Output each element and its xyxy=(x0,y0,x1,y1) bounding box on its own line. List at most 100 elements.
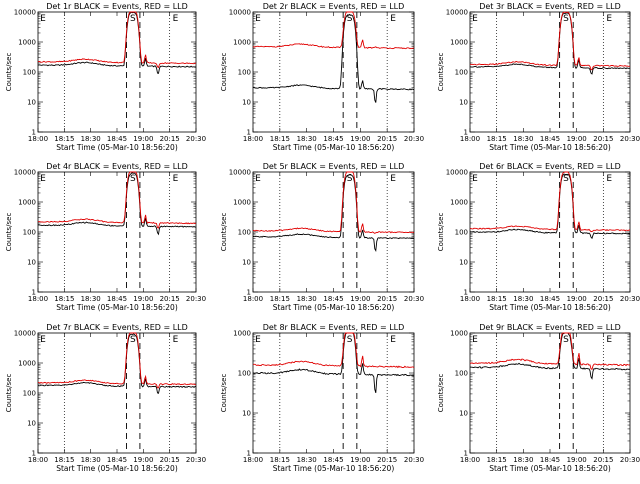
series-line-lld xyxy=(253,332,415,369)
marker-label: E xyxy=(173,174,179,184)
x-tick-label: 18:00 xyxy=(28,456,48,464)
x-tick-label: 19:00 xyxy=(350,456,370,464)
panel-9: Det 9r BLACK = Events, RED = LLD 1 10 100 10… xyxy=(437,323,640,473)
x-tick-label: 20:15 xyxy=(377,135,397,143)
y-tick-label: 10 xyxy=(27,420,36,428)
y-axis-label: Counts/sec xyxy=(220,374,228,413)
plot-frame xyxy=(469,11,631,133)
x-tick-label: 18:15 xyxy=(270,295,290,303)
series-line-lld xyxy=(252,11,415,50)
x-tick-label: 18:15 xyxy=(270,456,290,464)
x-tick-label: 20:30 xyxy=(620,135,640,143)
x-tick-label: 20:15 xyxy=(593,456,613,464)
x-axis-label: Start Time (05-Mar-10 18:56:20) xyxy=(273,303,395,312)
series-line-events xyxy=(252,13,415,103)
y-tick-label: 1 xyxy=(247,129,251,137)
x-tick-label: 18:30 xyxy=(81,135,101,143)
plot-frame xyxy=(469,332,631,454)
marker-label: E xyxy=(390,14,396,24)
x-tick-label: 18:45 xyxy=(107,295,127,303)
x-tick-label: 20:15 xyxy=(593,295,613,303)
series-line-lld xyxy=(37,11,197,69)
y-axis-label: Counts/sec xyxy=(437,374,445,413)
y-tick-label: 10 xyxy=(459,410,468,418)
series-line-events xyxy=(37,11,197,74)
x-tick-label: 19:00 xyxy=(350,295,370,303)
panel-title: Det 5r BLACK = Events, RED = LLD xyxy=(263,162,405,171)
marker-label: E xyxy=(472,14,478,24)
x-tick-label: 18:15 xyxy=(487,456,507,464)
series-line-lld xyxy=(253,171,415,234)
marker-label: S xyxy=(563,335,569,345)
x-tick-label: 20:30 xyxy=(620,295,640,303)
y-tick-label: 1 xyxy=(464,289,468,297)
marker-label: E xyxy=(472,335,478,345)
series-line-lld xyxy=(38,332,197,389)
x-axis-label: Start Time (05-Mar-10 18:56:20) xyxy=(489,464,611,473)
panel-1: Det 1r BLACK = Events, RED = LLD 1 10 100 10… xyxy=(5,2,206,152)
y-tick-label: 100 xyxy=(238,229,251,237)
x-tick-label: 18:45 xyxy=(540,295,560,303)
x-tick-label: 18:30 xyxy=(297,135,317,143)
y-tick-label: 10000 xyxy=(14,9,36,17)
x-tick-label: 18:30 xyxy=(513,135,533,143)
y-tick-label: 100 xyxy=(455,229,468,237)
y-axis-label: Counts/sec xyxy=(437,213,445,252)
x-axis-label: Start Time (05-Mar-10 18:56:20) xyxy=(273,143,395,152)
x-tick-label: 20:15 xyxy=(377,295,397,303)
plot-frame xyxy=(37,171,197,293)
y-tick-label: 1000 xyxy=(18,39,36,47)
x-tick-label: 18:45 xyxy=(323,135,343,143)
panel-title: Det 3r BLACK = Events, RED = LLD xyxy=(479,2,621,11)
x-tick-label: 18:00 xyxy=(243,295,263,303)
y-axis-label: Counts/sec xyxy=(5,374,13,413)
marker-label: E xyxy=(606,174,612,184)
plot-frame xyxy=(252,332,415,454)
y-tick-label: 100 xyxy=(455,69,468,77)
x-axis-label: Start Time (05-Mar-10 18:56:20) xyxy=(489,143,611,152)
panel-title: Det 7r BLACK = Events, RED = LLD xyxy=(46,323,188,332)
x-tick-label: 18:30 xyxy=(81,295,101,303)
series-line-events xyxy=(37,172,197,236)
y-tick-label: 1 xyxy=(32,450,36,458)
y-tick-label: 1000 xyxy=(233,199,251,207)
y-tick-label: 10000 xyxy=(14,330,36,338)
marker-label: E xyxy=(40,14,46,24)
series-line-events xyxy=(37,333,197,394)
y-tick-label: 100 xyxy=(23,69,36,77)
x-tick-label: 20:15 xyxy=(160,295,180,303)
x-tick-label: 18:00 xyxy=(28,295,48,303)
x-tick-label: 19:00 xyxy=(567,456,587,464)
x-tick-label: 20:30 xyxy=(186,295,206,303)
panel-4: Det 4r BLACK = Events, RED = LLD 1 10 100 10… xyxy=(5,162,206,312)
series-line-lld xyxy=(469,171,631,233)
x-axis-label: Start Time (05-Mar-10 18:56:20) xyxy=(56,143,178,152)
x-tick-label: 20:30 xyxy=(404,295,424,303)
x-tick-label: 18:45 xyxy=(107,456,127,464)
y-tick-label: 1 xyxy=(464,129,468,137)
series-line-events xyxy=(469,332,631,380)
y-tick-label: 1000 xyxy=(233,330,251,338)
series-line-lld xyxy=(37,171,197,229)
y-tick-label: 1000 xyxy=(450,199,468,207)
x-tick-label: 18:15 xyxy=(487,135,507,143)
series-line-events xyxy=(252,332,415,394)
x-tick-label: 20:15 xyxy=(160,135,180,143)
y-axis-label: Counts/sec xyxy=(5,53,13,92)
marker-label: E xyxy=(173,14,179,24)
y-tick-label: 10000 xyxy=(446,9,468,17)
marker-label: S xyxy=(347,335,353,345)
x-tick-label: 19:00 xyxy=(133,295,153,303)
marker-label: E xyxy=(255,335,261,345)
x-tick-label: 18:00 xyxy=(460,456,480,464)
y-tick-label: 10000 xyxy=(229,169,251,177)
x-tick-label: 19:00 xyxy=(133,456,153,464)
x-tick-label: 18:30 xyxy=(81,456,101,464)
y-tick-label: 1 xyxy=(464,450,468,458)
y-tick-label: 100 xyxy=(455,370,468,378)
marker-label: S xyxy=(347,174,353,184)
marker-label: E xyxy=(472,174,478,184)
x-tick-label: 18:45 xyxy=(540,135,560,143)
x-tick-label: 18:15 xyxy=(270,135,290,143)
panel-title: Det 4r BLACK = Events, RED = LLD xyxy=(46,162,188,171)
